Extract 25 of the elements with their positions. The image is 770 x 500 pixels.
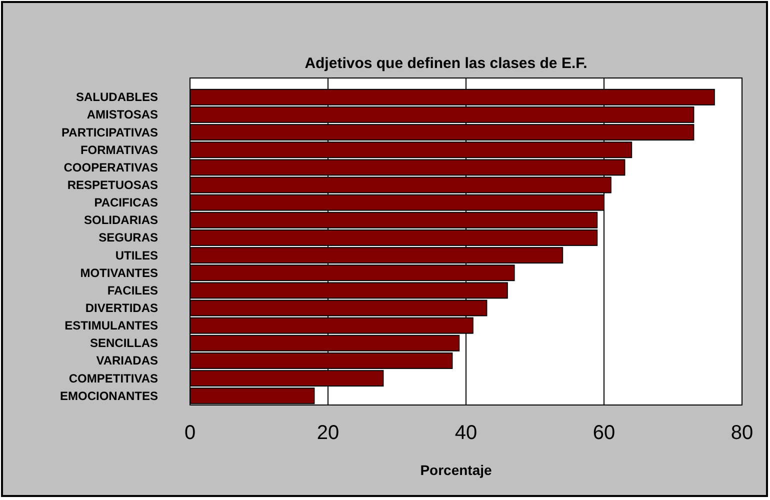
y-tick-label: SENCILLAS xyxy=(90,336,158,350)
y-tick-label: MOTIVANTES xyxy=(80,266,158,280)
x-axis-title: Porcentaje xyxy=(420,462,492,478)
y-tick-label: ESTIMULANTES xyxy=(64,318,158,333)
x-tick-label: 60 xyxy=(592,422,616,444)
y-tick-label: PACIFICAS xyxy=(94,196,158,210)
x-tick-label: 40 xyxy=(454,422,478,444)
y-tick-label: COMPETITIVAS xyxy=(68,371,158,386)
y-tick-label: AMISTOSAS xyxy=(86,108,158,122)
y-tick-label: SALUDABLES xyxy=(76,90,158,104)
x-tick-label: 80 xyxy=(730,422,754,444)
y-tick-label: VARIADAS xyxy=(96,354,158,368)
y-tick-label: SEGURAS xyxy=(98,230,158,245)
y-tick-label: RESPETUOSAS xyxy=(67,178,158,192)
y-tick-label: PARTICIPATIVAS xyxy=(62,125,158,140)
y-tick-label: UTILES xyxy=(115,248,158,262)
x-tick-label: 0 xyxy=(184,422,196,444)
y-tick-label: EMOCIONANTES xyxy=(60,388,158,403)
y-tick-label: FACILES xyxy=(107,283,158,298)
y-tick-label: COOPERATIVAS xyxy=(64,160,158,174)
y-tick-label: FORMATIVAS xyxy=(80,142,158,157)
x-tick-label: 20 xyxy=(316,422,340,444)
chart-title: Adjetivos que definen las clases de E.F. xyxy=(304,55,588,72)
y-tick-label: SOLIDARIAS xyxy=(84,213,158,228)
y-tick-label: DIVERTIDAS xyxy=(85,301,158,315)
